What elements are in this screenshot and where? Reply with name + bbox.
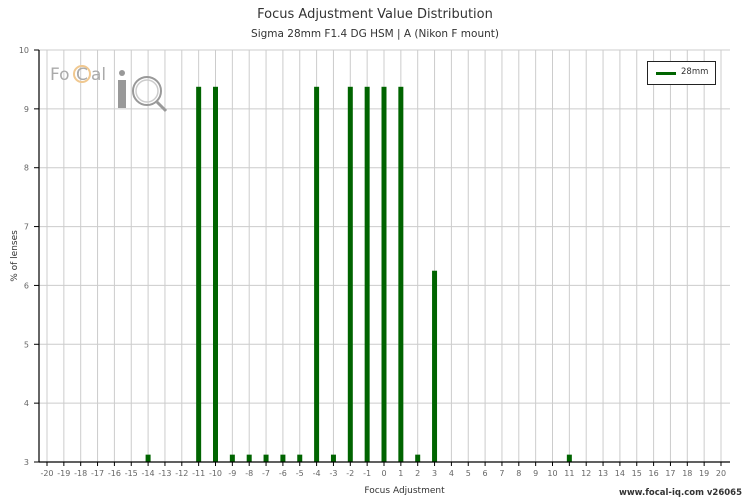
- x-tick-label: -10: [209, 469, 222, 478]
- chart-subtitle: Sigma 28mm F1.4 DG HSM | A (Nikon F moun…: [251, 28, 499, 40]
- bar: [314, 86, 320, 463]
- chart-title: Focus Adjustment Value Distribution: [257, 7, 493, 22]
- x-tick-label: -4: [313, 469, 321, 478]
- bar: [381, 86, 387, 463]
- x-tick-label: -20: [40, 469, 53, 478]
- x-tick-label: 0: [381, 469, 386, 478]
- x-tick-label: -17: [91, 469, 104, 478]
- bar: [145, 454, 151, 462]
- x-tick-label: -8: [245, 469, 253, 478]
- x-tick-label: 20: [716, 469, 726, 478]
- footer-credit: www.focal-iq.com v26065: [618, 488, 742, 498]
- x-tick-label: -11: [192, 469, 205, 478]
- x-tick-label: 6: [483, 469, 488, 478]
- x-tick-label: 8: [516, 469, 521, 478]
- x-tick-label: -14: [142, 469, 155, 478]
- bar: [330, 454, 336, 462]
- svg-text:Fo: Fo: [50, 65, 70, 85]
- x-tick-label: -5: [296, 469, 304, 478]
- bar: [297, 454, 303, 462]
- svg-text:C: C: [76, 65, 88, 85]
- y-tick-label: 6: [24, 281, 29, 290]
- bar: [246, 454, 252, 462]
- bar: [213, 86, 218, 463]
- bar: [229, 454, 235, 462]
- y-tick-label: 3: [24, 458, 29, 467]
- bar: [432, 270, 438, 462]
- x-tick-label: 10: [547, 469, 557, 478]
- svg-text:al: al: [91, 65, 106, 85]
- x-tick-label: 5: [466, 469, 471, 478]
- x-tick-label: -15: [125, 469, 138, 478]
- logo-icon: Fo C al: [50, 65, 168, 113]
- bar: [280, 454, 286, 462]
- x-tick-label: 12: [581, 469, 591, 478]
- y-tick-label: 5: [24, 340, 29, 349]
- x-tick-label: -3: [329, 469, 337, 478]
- y-tick-label: 7: [24, 223, 29, 232]
- x-tick-label: 19: [699, 469, 709, 478]
- legend-label: 28mm: [681, 67, 709, 77]
- x-tick-label: 3: [432, 469, 437, 478]
- y-tick-label: 10: [19, 46, 29, 55]
- x-tick-label: 16: [649, 469, 659, 478]
- bar: [398, 86, 404, 463]
- y-tick-label: 4: [24, 399, 29, 408]
- x-tick-label: -6: [279, 469, 287, 478]
- x-tick-label: 11: [564, 469, 574, 478]
- x-tick-label: -12: [175, 469, 188, 478]
- x-tick-label: 13: [598, 469, 608, 478]
- bar: [347, 86, 353, 463]
- x-tick-label: -7: [262, 469, 270, 478]
- x-tick-label: -2: [346, 469, 354, 478]
- chart-legend: 28mm: [647, 61, 716, 85]
- y-tick-label: 8: [24, 164, 29, 173]
- bar: [196, 86, 202, 463]
- x-tick-label: -1: [363, 469, 371, 478]
- x-tick-label: 15: [632, 469, 642, 478]
- legend-swatch-icon: [656, 72, 676, 75]
- bar: [566, 454, 572, 462]
- x-tick-label: -19: [57, 469, 70, 478]
- x-tick-label: -18: [74, 469, 87, 478]
- x-tick-label: 2: [415, 469, 420, 478]
- x-tick-label: 17: [665, 469, 675, 478]
- x-axis-title: Focus Adjustment: [364, 486, 445, 496]
- x-tick-label: 4: [449, 469, 454, 478]
- y-axis-title: % of lenses: [10, 230, 20, 282]
- x-tick-label: -13: [158, 469, 171, 478]
- y-tick-label: 9: [24, 105, 29, 114]
- x-tick-label: 18: [682, 469, 692, 478]
- x-tick-label: 9: [533, 469, 538, 478]
- bar: [364, 86, 370, 463]
- bar: [415, 454, 421, 462]
- x-tick-label: 1: [398, 469, 403, 478]
- bar: [263, 454, 269, 462]
- x-tick-label: 7: [499, 469, 504, 478]
- x-tick-label: -16: [108, 469, 121, 478]
- x-tick-label: 14: [615, 469, 625, 478]
- x-tick-label: -9: [228, 469, 236, 478]
